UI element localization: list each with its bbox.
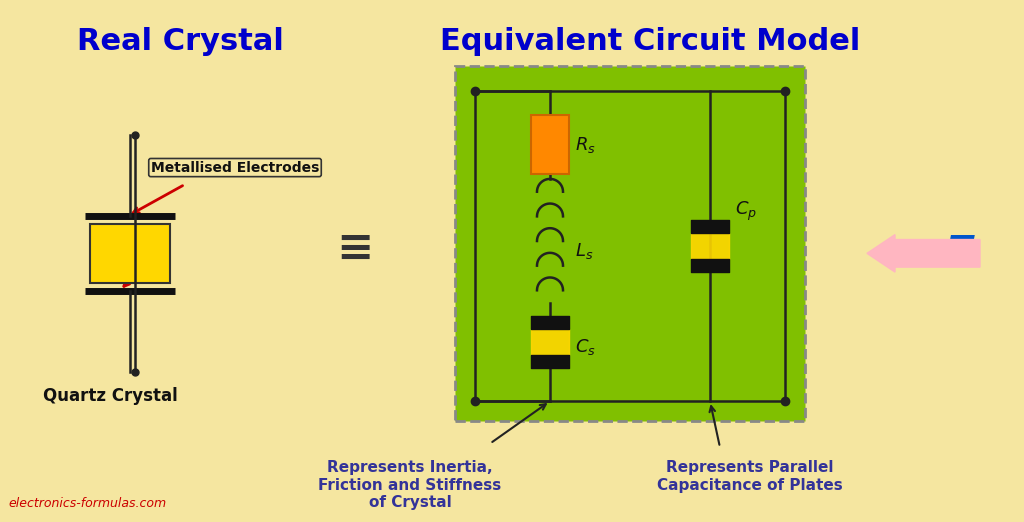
Text: $C_p$: $C_p$ [735,200,757,223]
Text: Z: Z [946,234,974,272]
Text: electronics-formulas.com: electronics-formulas.com [8,496,166,509]
Text: Equivalent Circuit Model: Equivalent Circuit Model [440,27,860,56]
FancyBboxPatch shape [455,66,805,421]
FancyArrow shape [867,234,980,272]
Bar [90,224,170,283]
Text: ≡: ≡ [336,227,374,270]
Text: Quartz Crystal: Quartz Crystal [43,387,177,405]
Text: Represents Parallel
Capacitance of Plates: Represents Parallel Capacitance of Plate… [657,460,843,493]
Bar [531,115,569,174]
Text: Metallised Electrodes: Metallised Electrodes [151,161,319,174]
Text: Real Crystal: Real Crystal [77,27,284,56]
Text: $R_s$: $R_s$ [575,135,596,155]
Text: $C_s$: $C_s$ [575,337,596,357]
Text: Represents Inertia,
Friction and Stiffness
of Crystal: Represents Inertia, Friction and Stiffne… [318,460,502,510]
Text: $L_s$: $L_s$ [575,241,593,261]
